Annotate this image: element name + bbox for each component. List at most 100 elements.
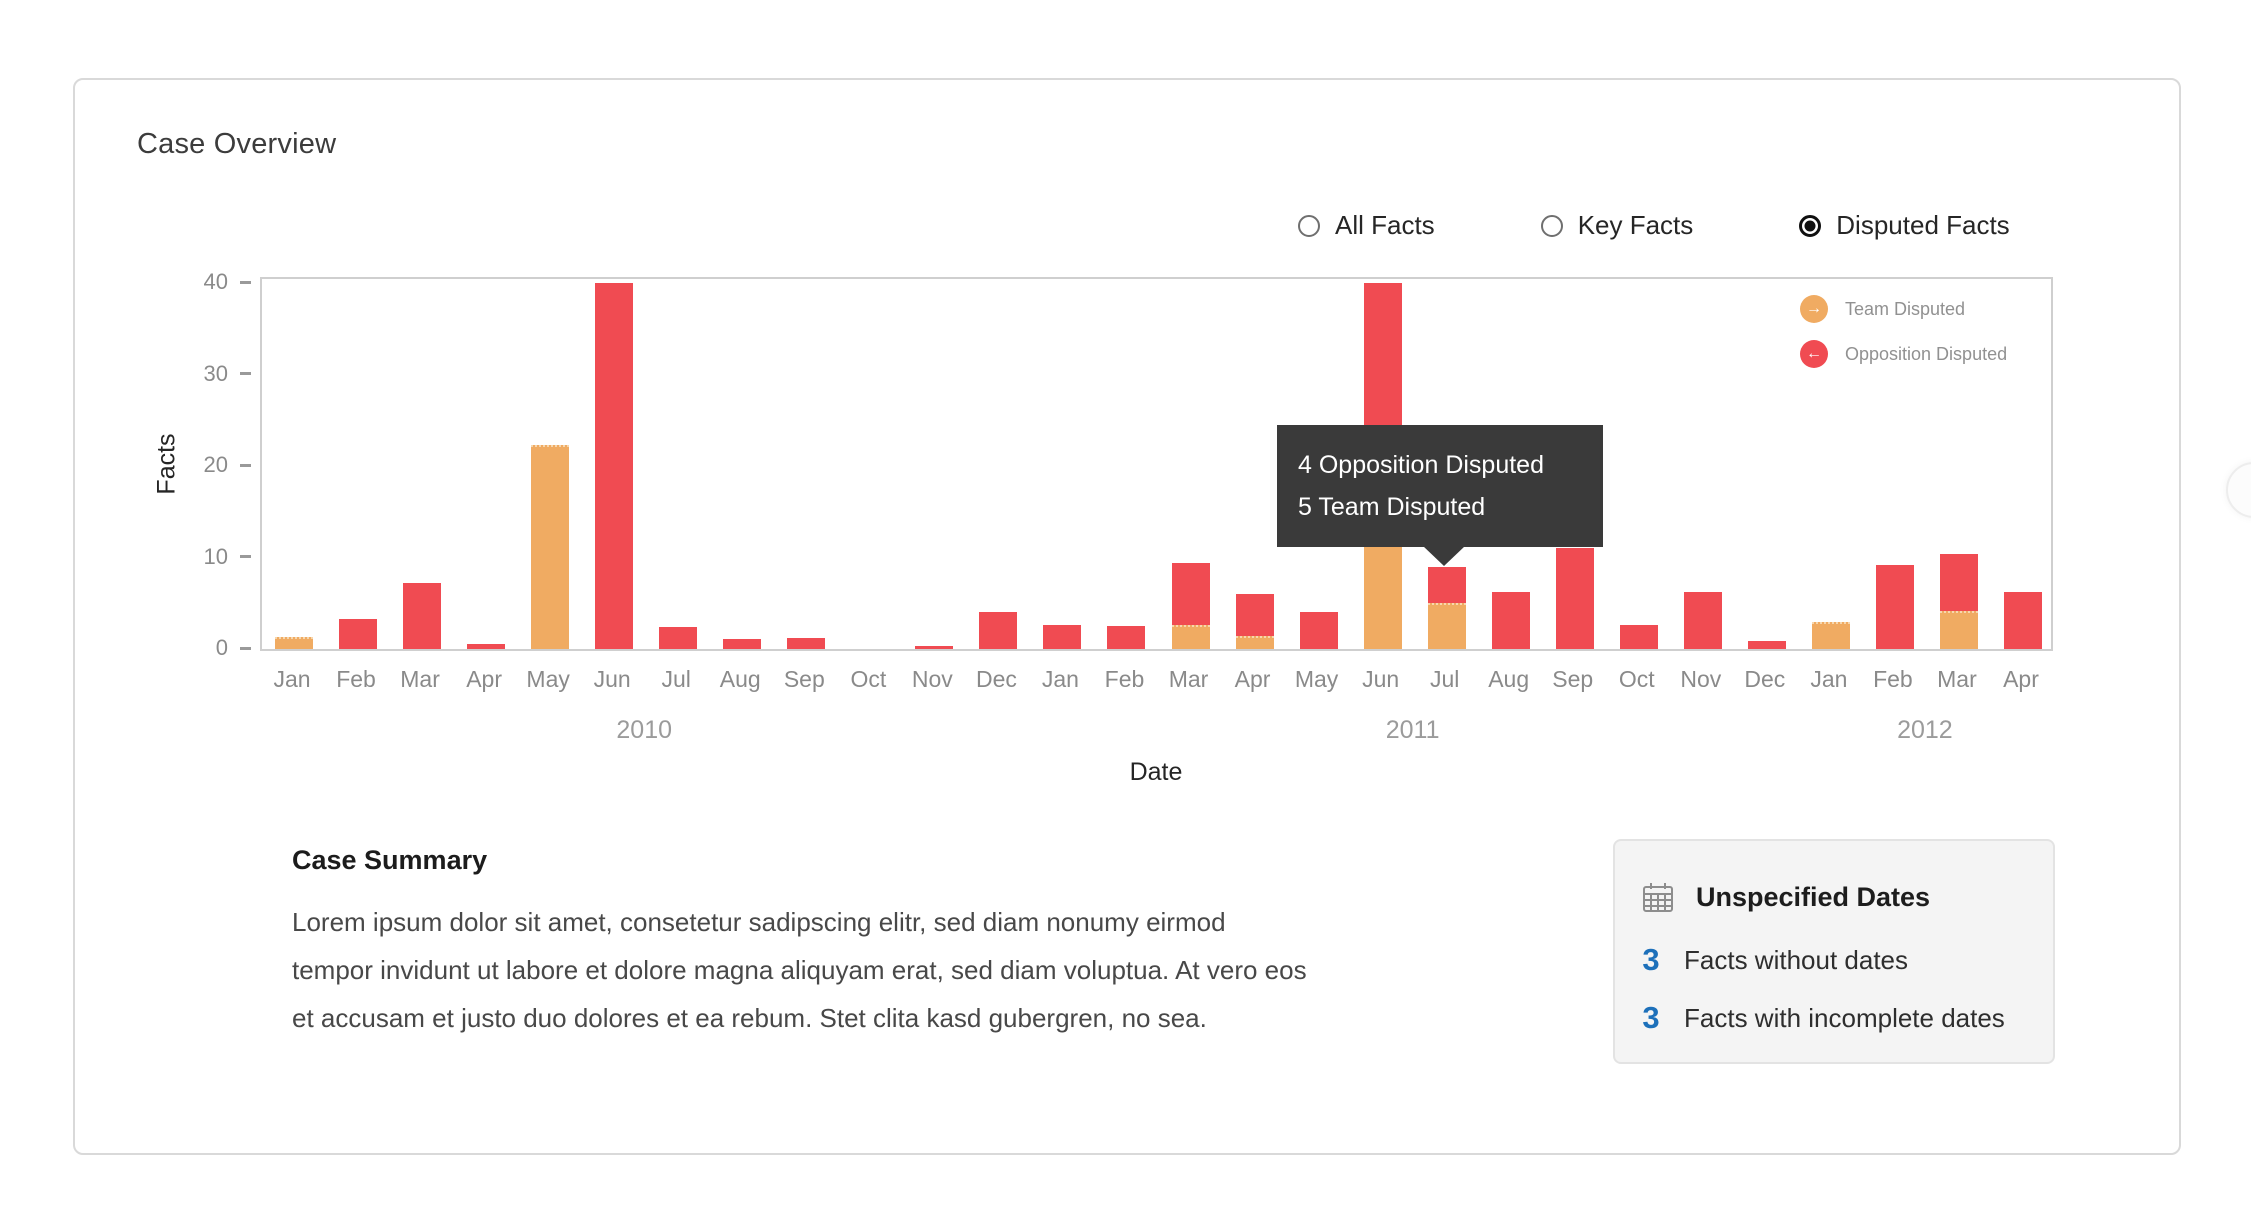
chart-tooltip: 4 Opposition Disputed 5 Team Disputed [1277,425,1603,566]
unspecified-dates-row-facts-with-incomplete-dates: 3 Facts with incomplete dates [1640,1000,2005,1036]
x-tick-month: Mar [1168,666,1209,692]
radio-label-key-facts: Key Facts [1577,210,1694,240]
case-summary-text: Lorem ipsum dolor sit amet, consetetur s… [292,907,1307,1033]
page-title: Case Overview [137,128,337,160]
y-tick-label-30: 30 [203,360,228,386]
y-tick-label-0: 0 [215,635,228,660]
tooltip-line: 5 Team Disputed [1298,492,1486,521]
x-tick-month: Oct [850,666,887,692]
bar-opposition-disputed-aug-2010[interactable] [723,638,762,649]
x-tick-month: Jan [1041,666,1079,692]
x-tick-month: Jan [273,666,311,692]
y-tick-label-40: 40 [203,269,228,294]
bar-opposition-disputed-nov-2011[interactable] [1683,592,1722,649]
tooltip-line: 4 Opposition Disputed [1298,450,1544,479]
plot-area [260,277,2053,651]
bar-opposition-disputed-apr-2012[interactable] [2003,592,2042,649]
bar-opposition-disputed-jan-2011[interactable] [1043,625,1082,649]
x-tick-month: Apr [1234,666,1271,692]
x-tick-month: Aug [1488,666,1530,692]
bar-opposition-disputed-feb-2010[interactable] [339,618,378,649]
x-tick-month: Mar [1937,666,1977,692]
bar-opposition-disputed-mar-2011[interactable] [1171,563,1210,626]
x-tick-month: Mar [400,666,440,692]
bar-opposition-disputed-sep-2010[interactable] [787,638,826,649]
bar-opposition-disputed-sep-2011[interactable] [1555,548,1594,649]
x-tick-month: Jan [1810,666,1848,692]
x-tick-month: Sep [1552,666,1594,692]
fact-count-label: Facts with incomplete dates [1684,1002,2005,1033]
bar-opposition-disputed-dec-2010[interactable] [979,612,1018,649]
bar-opposition-disputed-mar-2012[interactable] [1939,553,1978,611]
y-tick-20 [240,463,251,467]
y-tick-0 [240,646,251,650]
unspecified-dates-row-facts-without-dates: 3 Facts without dates [1640,942,1908,978]
radio-circle-key-facts[interactable] [1540,214,1563,237]
x-tick-month: Feb [1873,666,1913,692]
x-tick-month: Jul [1429,666,1460,692]
legend-item-opposition-disputed: ← Opposition Disputed [1800,340,2007,368]
y-tick-10 [240,555,251,558]
x-tick-month: May [526,666,570,692]
legend-label-opposition-disputed: Opposition Disputed [1845,343,2008,364]
x-tick-month: Dec [975,666,1017,692]
x-tick-month: Nov [911,666,953,692]
bar-opposition-disputed-jul-2011[interactable] [1427,566,1466,604]
bar-team-disputed-mar-2011[interactable] [1171,625,1210,649]
radio-disputed-facts[interactable]: Disputed Facts [1799,210,2010,241]
chart-legend: → Team Disputed ← Opposition Disputed [1800,295,2007,368]
radio-key-facts[interactable]: Key Facts [1540,210,1694,241]
radio-circle-disputed-facts[interactable] [1799,214,1822,237]
unspecified-dates-heading: Unspecified Dates [1696,881,1931,912]
arrow-right-icon: → [1800,295,1828,323]
facts-filter-group: All Facts Key Facts Disputed Facts [1298,210,2010,241]
radio-label-all-facts: All Facts [1335,210,1435,240]
bar-opposition-disputed-nov-2010[interactable] [915,646,954,649]
y-tick-40 [240,280,251,284]
x-year-label-2012: 2012 [1897,716,1953,744]
bar-opposition-disputed-jul-2010[interactable] [659,627,698,649]
radio-all-facts[interactable]: All Facts [1298,210,1435,241]
bar-team-disputed-may-2010[interactable] [531,444,570,649]
legend-item-team-disputed: → Team Disputed [1800,295,2007,323]
unspecified-dates-header: Unspecified Dates [1640,879,1930,915]
x-tick-month: Sep [783,666,825,692]
fact-count: 3 [1642,942,1660,977]
bar-team-disputed-jan-2010[interactable] [275,637,314,649]
bar-opposition-disputed-apr-2011[interactable] [1235,594,1274,637]
bar-team-disputed-mar-2012[interactable] [1939,610,1978,649]
bar-opposition-disputed-may-2011[interactable] [1299,611,1338,649]
x-tick-month: Nov [1680,666,1722,692]
x-tick-month: Jun [593,666,631,692]
bar-opposition-disputed-aug-2011[interactable] [1491,592,1530,649]
radio-circle-all-facts[interactable] [1298,214,1320,237]
x-tick-month: Feb [336,666,376,692]
bar-opposition-disputed-dec-2011[interactable] [1747,640,1786,649]
x-year-label-2011: 2011 [1385,716,1440,744]
y-tick-label-10: 10 [203,543,228,569]
bar-opposition-disputed-feb-2011[interactable] [1107,626,1146,649]
calendar-icon [1643,883,1673,912]
bar-team-disputed-jan-2012[interactable] [1811,622,1850,649]
x-tick-month: Oct [1618,666,1655,692]
scroll-next-button[interactable] [2226,462,2251,518]
bar-team-disputed-apr-2011[interactable] [1235,636,1274,649]
x-axis-label: Date [1129,758,1183,786]
bar-team-disputed-jul-2011[interactable] [1427,603,1466,649]
bar-opposition-disputed-mar-2010[interactable] [403,583,442,649]
bar-opposition-disputed-jun-2010[interactable] [595,283,634,649]
x-tick-month: Feb [1104,666,1145,692]
x-tick-month: Jun [1362,666,1400,692]
bar-opposition-disputed-feb-2012[interactable] [1875,564,1914,649]
x-tick-month: Jul [661,666,691,692]
arrow-left-icon: ← [1800,340,1828,368]
bar-opposition-disputed-oct-2011[interactable] [1619,625,1658,649]
fact-count: 3 [1642,1000,1660,1035]
x-tick-month: Dec [1744,666,1786,692]
legend-label-team-disputed: Team Disputed [1845,298,1966,319]
x-tick-month: Apr [2003,666,2039,692]
bar-opposition-disputed-apr-2010[interactable] [467,644,506,649]
y-tick-label-20: 20 [203,452,228,477]
fact-count-label: Facts without dates [1684,944,1908,975]
case-summary-heading: Case Summary [292,845,488,875]
